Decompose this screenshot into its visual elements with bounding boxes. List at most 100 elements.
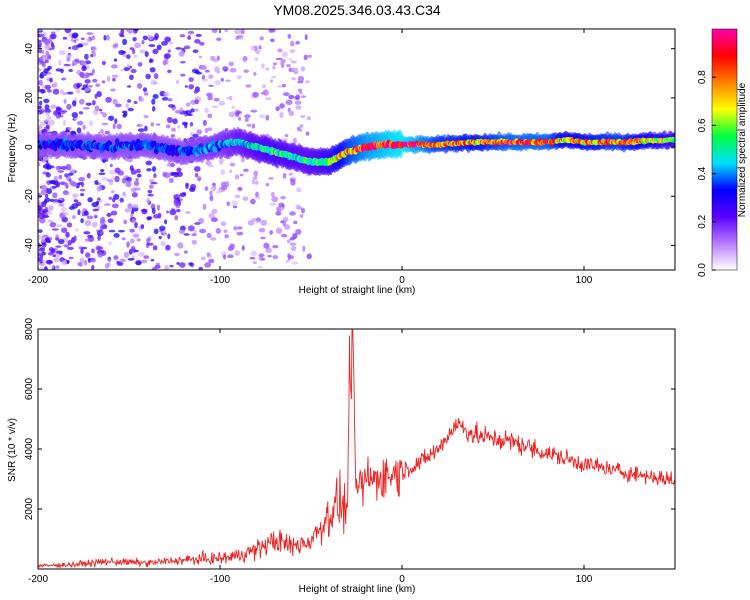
noise-speck xyxy=(129,47,135,50)
noise-speck xyxy=(83,231,91,235)
noise-speck xyxy=(272,255,279,260)
noise-speck xyxy=(62,120,67,127)
noise-speck xyxy=(136,82,143,89)
noise-speck xyxy=(111,64,118,69)
noise-speck xyxy=(38,67,42,72)
noise-speck xyxy=(122,191,127,197)
noise-speck xyxy=(53,110,59,116)
noise-speck xyxy=(204,262,211,267)
noise-speck xyxy=(214,80,221,86)
noise-speck xyxy=(264,97,272,101)
noise-speck xyxy=(109,169,116,175)
noise-speck xyxy=(119,258,126,263)
noise-speck xyxy=(151,106,156,112)
noise-speck xyxy=(228,95,233,101)
noise-speck xyxy=(38,255,44,262)
noise-speck xyxy=(277,48,283,53)
noise-speck xyxy=(45,172,51,178)
noise-speck xyxy=(63,63,71,67)
noise-speck xyxy=(60,68,64,74)
noise-speck xyxy=(239,37,244,41)
noise-speck xyxy=(184,122,188,129)
noise-speck xyxy=(280,196,286,200)
noise-speck xyxy=(269,29,276,33)
noise-speck xyxy=(160,241,166,246)
noise-speck xyxy=(120,29,125,35)
noise-speck xyxy=(275,57,283,61)
noise-speck xyxy=(113,58,118,62)
noise-speck xyxy=(68,68,73,73)
noise-speck xyxy=(50,104,57,109)
noise-speck xyxy=(278,202,285,208)
noise-speck xyxy=(148,44,156,48)
noise-speck xyxy=(174,215,179,221)
noise-speck xyxy=(279,111,284,119)
noise-speck xyxy=(70,38,74,42)
noise-speck xyxy=(251,179,255,185)
noise-speck xyxy=(275,227,283,234)
noise-speck xyxy=(137,128,145,132)
noise-speck xyxy=(240,29,245,35)
noise-speck xyxy=(229,169,233,174)
noise-speck xyxy=(179,34,186,38)
noise-speck xyxy=(198,266,204,270)
noise-speck xyxy=(172,118,178,125)
noise-speck xyxy=(206,232,212,239)
noise-speck xyxy=(91,221,98,228)
noise-speck xyxy=(303,54,308,61)
noise-speck xyxy=(125,103,129,109)
noise-speck xyxy=(111,197,116,203)
noise-speck xyxy=(252,261,258,265)
noise-speck xyxy=(173,196,177,200)
colorbar-tick-label: 0.0 xyxy=(697,263,708,277)
noise-speck xyxy=(302,245,306,252)
noise-speck xyxy=(41,159,46,163)
noise-speck xyxy=(242,55,248,62)
noise-speck xyxy=(137,62,143,67)
noise-speck xyxy=(41,241,47,248)
noise-speck xyxy=(100,129,104,134)
noise-speck xyxy=(132,36,137,42)
noise-speck xyxy=(272,62,277,66)
noise-speck xyxy=(38,48,43,54)
noise-speck xyxy=(64,173,69,178)
noise-speck xyxy=(47,55,52,60)
noise-speck xyxy=(38,266,44,270)
noise-speck xyxy=(94,93,98,99)
noise-speck xyxy=(146,168,152,172)
noise-speck xyxy=(58,203,65,207)
noise-speck xyxy=(187,225,195,232)
noise-speck xyxy=(131,192,138,198)
noise-speck xyxy=(39,121,46,126)
noise-speck xyxy=(88,72,94,76)
colorbar-ticks: 0.0 0.2 0.4 0.6 0.8 xyxy=(697,70,716,277)
noise-speck xyxy=(42,156,49,161)
noise-speck xyxy=(184,110,192,115)
noise-speck xyxy=(38,234,42,241)
noise-speck xyxy=(293,67,299,74)
ridge-cell xyxy=(213,146,218,153)
noise-speck xyxy=(281,51,288,58)
noise-speck xyxy=(127,107,134,112)
noise-speck xyxy=(100,216,106,223)
noise-speck xyxy=(170,171,174,177)
noise-speck xyxy=(194,70,200,74)
noise-speck xyxy=(124,208,132,213)
noise-speck xyxy=(43,45,51,51)
noise-speck xyxy=(148,184,154,190)
noise-speck xyxy=(277,85,284,88)
noise-speck xyxy=(130,68,137,74)
noise-speck xyxy=(122,38,128,46)
noise-speck xyxy=(297,75,305,83)
noise-speck xyxy=(90,53,94,58)
noise-speck xyxy=(84,53,89,60)
noise-speck xyxy=(116,123,122,130)
noise-speck xyxy=(61,77,67,81)
noise-speck xyxy=(75,228,79,232)
noise-speck xyxy=(269,202,277,206)
noise-speck xyxy=(91,264,95,270)
noise-speck xyxy=(146,216,153,220)
noise-speck xyxy=(295,105,302,110)
noise-speck xyxy=(259,36,264,41)
ridge-cell xyxy=(53,145,58,152)
